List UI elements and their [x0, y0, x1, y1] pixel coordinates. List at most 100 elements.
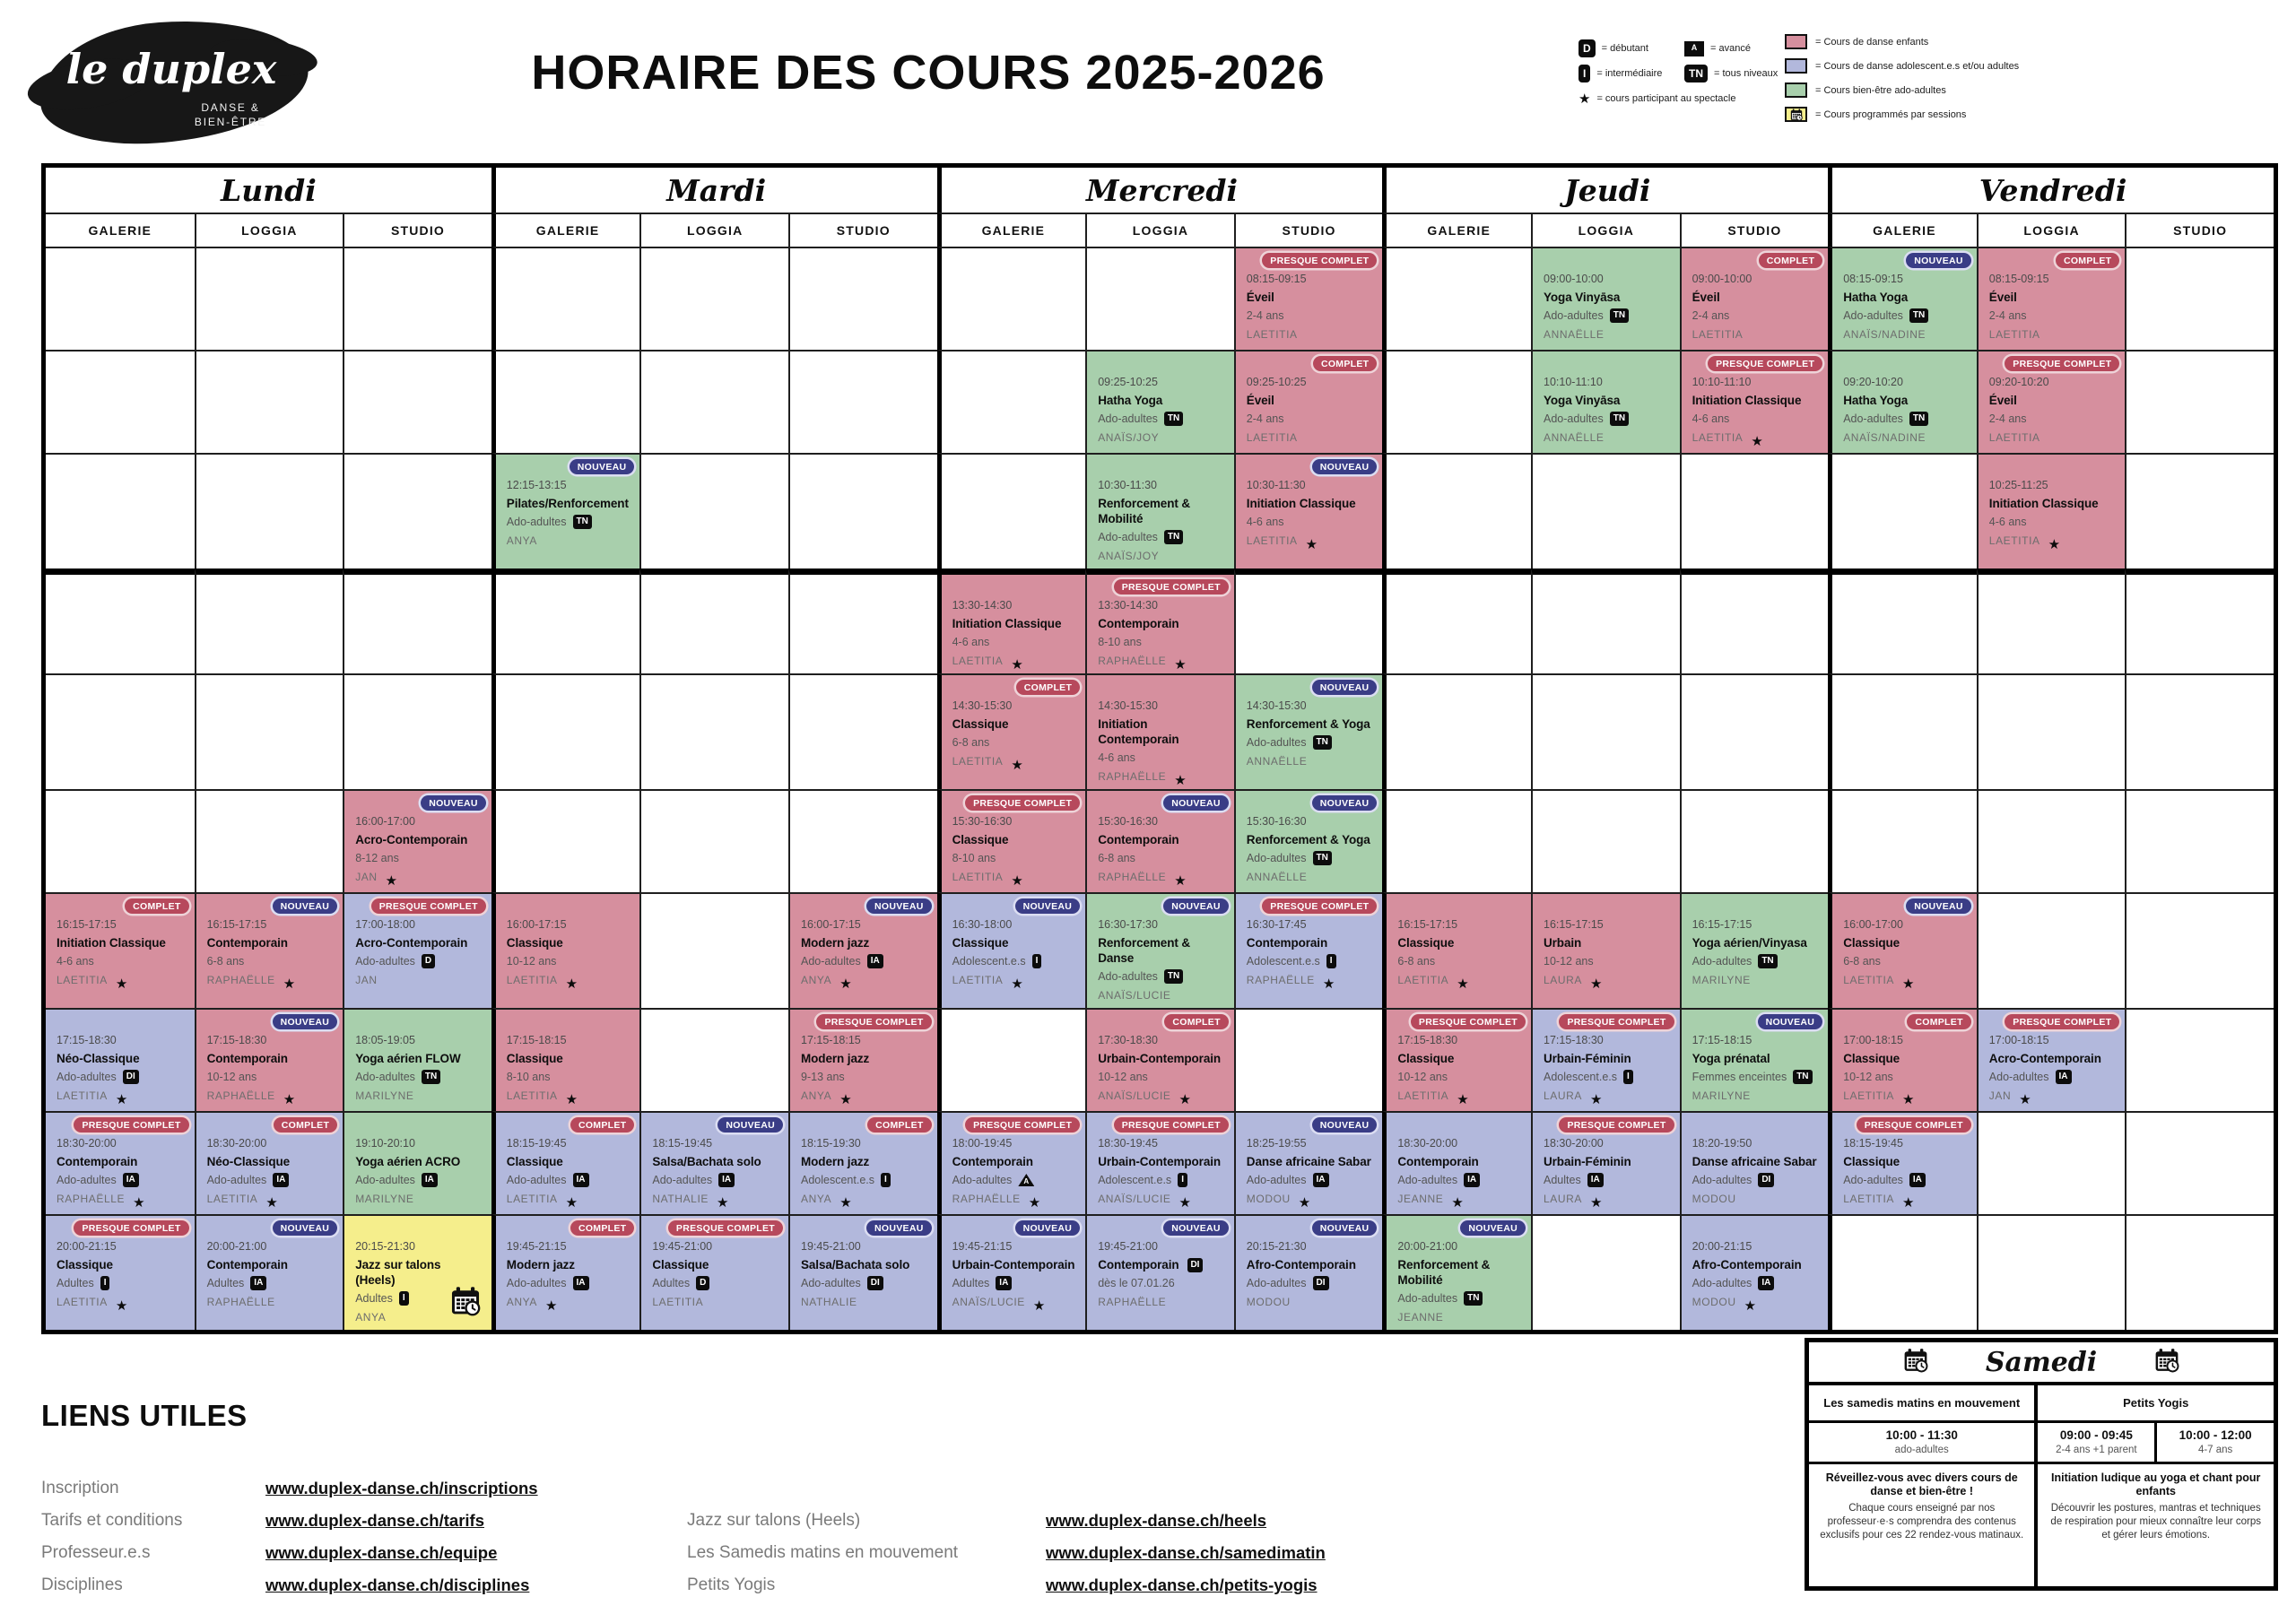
spectacle-star-icon: ★ [1744, 1298, 1757, 1314]
class-time: 19:10-20:10 [355, 1137, 415, 1150]
room-header-studio: STUDIO [2125, 213, 2274, 247]
empty-cell [46, 247, 195, 350]
level-ia-icon: IA [250, 1276, 267, 1290]
link-url-inscriptions[interactable]: www.duplex-danse.ch/inscriptions [265, 1479, 538, 1497]
empty-cell [2125, 673, 2274, 789]
empty-cell [639, 453, 788, 568]
class-cell: COMPLET 17:30-18:30 Urbain-Contemporain 10-… [1085, 1008, 1234, 1111]
class-title: Jazz sur talons (Heels) [355, 1258, 441, 1287]
link-url-disciplines[interactable]: www.duplex-danse.ch/disciplines [265, 1575, 530, 1594]
empty-cell [194, 673, 344, 789]
class-teacher: MODOU ★ [1246, 1193, 1311, 1211]
class-title: Contemporain [206, 936, 288, 950]
sessions-calendar-icon [450, 1286, 481, 1321]
class-title: Hatha Yoga [1843, 394, 1909, 407]
legend-levels: D = débutant A = avancé I = intermédiair… [1578, 36, 1837, 111]
class-cell: PRESQUE COMPLET 18:15-19:45 Classique Ado-a… [1828, 1111, 1977, 1214]
room-header-loggia: LOGGIA [1976, 213, 2126, 247]
legend-label: = avancé [1710, 43, 1751, 54]
class-cell: NOUVEAU 19:45-21:15 Urbain-Contemporain Adu… [936, 1214, 1086, 1330]
class-audience: 2-4 ans [1988, 412, 2027, 425]
link-url-heels[interactable]: www.duplex-danse.ch/heels [1046, 1511, 1267, 1530]
samedi-description-title: Initiation ludique au yoga et chant pour… [2051, 1471, 2261, 1497]
room-header-loggia: LOGGIA [194, 213, 344, 247]
class-cell: 17:15-18:30 Néo-Classique Ado-adultes DI LAE… [46, 1008, 195, 1111]
class-teacher: MARILYNE [355, 1193, 414, 1205]
class-teacher: ANNAËLLE [1544, 328, 1605, 341]
level-ia-icon: IA [1758, 1276, 1775, 1290]
empty-cell [1531, 673, 1680, 789]
class-audience: Ado-adultes IA [507, 1172, 632, 1188]
class-time: 15:30-16:30 [1098, 815, 1158, 828]
class-teacher: LAETITIA ★ [1397, 974, 1470, 992]
class-cell: PRESQUE COMPLET 20:00-21:15 Classique Adult… [46, 1214, 195, 1330]
spectacle-star-icon: ★ [133, 1195, 146, 1211]
empty-cell [1976, 568, 2126, 673]
empty-cell [788, 247, 937, 350]
class-audience: Ado-adultes TN [1098, 411, 1226, 427]
empty-cell [491, 247, 640, 350]
audience: 4-7 ans [2197, 1444, 2233, 1455]
class-cell: 18:20-19:50 Danse africaine Sabar Ado-adul… [1679, 1111, 1829, 1214]
level-intermediaire-icon: I [1578, 65, 1591, 82]
legend-color-item: = Cours de danse enfants [1785, 34, 2019, 49]
audience: 2-4 ans +1 parent [2056, 1444, 2137, 1455]
status-badge: NOUVEAU [1163, 898, 1229, 914]
class-audience: dès le 07.01.26 [1098, 1277, 1175, 1289]
class-teacher: ANAÏS/LUCIE ★ [1098, 1193, 1192, 1211]
class-teacher: MARILYNE [1692, 1089, 1751, 1102]
room-header-galerie: GALERIE [491, 213, 640, 247]
room-header-studio: STUDIO [343, 213, 491, 247]
class-cell: COMPLET 17:00-18:15 Classique 10-12 ans LAET… [1828, 1008, 1977, 1111]
status-badge: NOUVEAU [865, 1220, 932, 1236]
level-di-icon: DI [1312, 1276, 1329, 1290]
class-time: 10:30-11:30 [1246, 479, 1306, 491]
class-time: 17:30-18:30 [1098, 1034, 1158, 1046]
class-cell: 18:05-19:05 Yoga aérien FLOW Ado-adultes TN… [343, 1008, 491, 1111]
sessions-calendar-icon [1790, 108, 1803, 121]
empty-cell [639, 789, 788, 892]
class-teacher: LAETITIA ★ [952, 655, 1024, 673]
class-teacher: MARILYNE [1692, 974, 1751, 986]
empty-cell [2125, 568, 2274, 673]
class-audience: Ado-adultes IA [1247, 1172, 1375, 1188]
class-title: Yoga Vinyāsa [1544, 291, 1621, 304]
link-url-petits-yogis[interactable]: www.duplex-danse.ch/petits-yogis [1046, 1575, 1318, 1594]
class-teacher: JAN ★ [355, 871, 398, 889]
level-a-icon: A [1018, 1174, 1035, 1186]
class-cell: NOUVEAU 20:15-21:30 Afro-Contemporain Ado-a… [1233, 1214, 1383, 1330]
level-ia-icon: IA [1587, 1173, 1604, 1187]
class-teacher: NATHALIE [801, 1296, 857, 1308]
class-cell: 16:00-17:15 Classique 10-12 ans LAETITIA ★ [491, 892, 640, 1008]
class-teacher: ANAÏS/NADINE [1843, 431, 1926, 444]
class-time: 09:25-10:25 [1246, 376, 1307, 388]
link-url-equipe[interactable]: www.duplex-danse.ch/equipe [265, 1543, 498, 1562]
empty-cell [1531, 1214, 1680, 1330]
class-audience: 4-6 ans [1692, 412, 1730, 425]
link-url-tarifs[interactable]: www.duplex-danse.ch/tarifs [265, 1511, 484, 1530]
level-i-icon: I [100, 1276, 110, 1290]
level-ia-icon: IA [273, 1173, 290, 1187]
class-title: Afro-Contemporain [1246, 1258, 1356, 1271]
empty-cell [1679, 789, 1829, 892]
class-cell: 10:30-11:30 Renforcement & Mobilité Ado-ad… [1085, 453, 1234, 568]
class-title: Classique [506, 936, 563, 950]
class-teacher: ANYA ★ [801, 1193, 853, 1211]
empty-cell [639, 673, 788, 789]
class-teacher: LAURA ★ [1544, 974, 1604, 992]
class-time: 18:30-20:00 [1397, 1137, 1458, 1150]
spectacle-star-icon: ★ [1028, 1195, 1041, 1211]
room-header-galerie: GALERIE [46, 213, 195, 247]
level-i-icon: I [1178, 1173, 1187, 1187]
class-audience: Ado-adultes TN [1098, 529, 1226, 545]
class-title: Classique [1397, 1052, 1455, 1065]
link-url-samedimatin[interactable]: www.duplex-danse.ch/samedimatin [1046, 1543, 1326, 1562]
empty-cell [1976, 1111, 2126, 1214]
class-time: 17:15-18:30 [57, 1034, 117, 1046]
class-audience: Adultes IA [207, 1275, 335, 1291]
empty-cell [194, 350, 344, 453]
class-audience: Ado-adultes TN [1843, 308, 1969, 324]
status-badge: NOUVEAU [1311, 795, 1378, 811]
class-title: Yoga prénatal [1692, 1052, 1770, 1065]
class-audience: 10-12 ans [1397, 1071, 1448, 1083]
